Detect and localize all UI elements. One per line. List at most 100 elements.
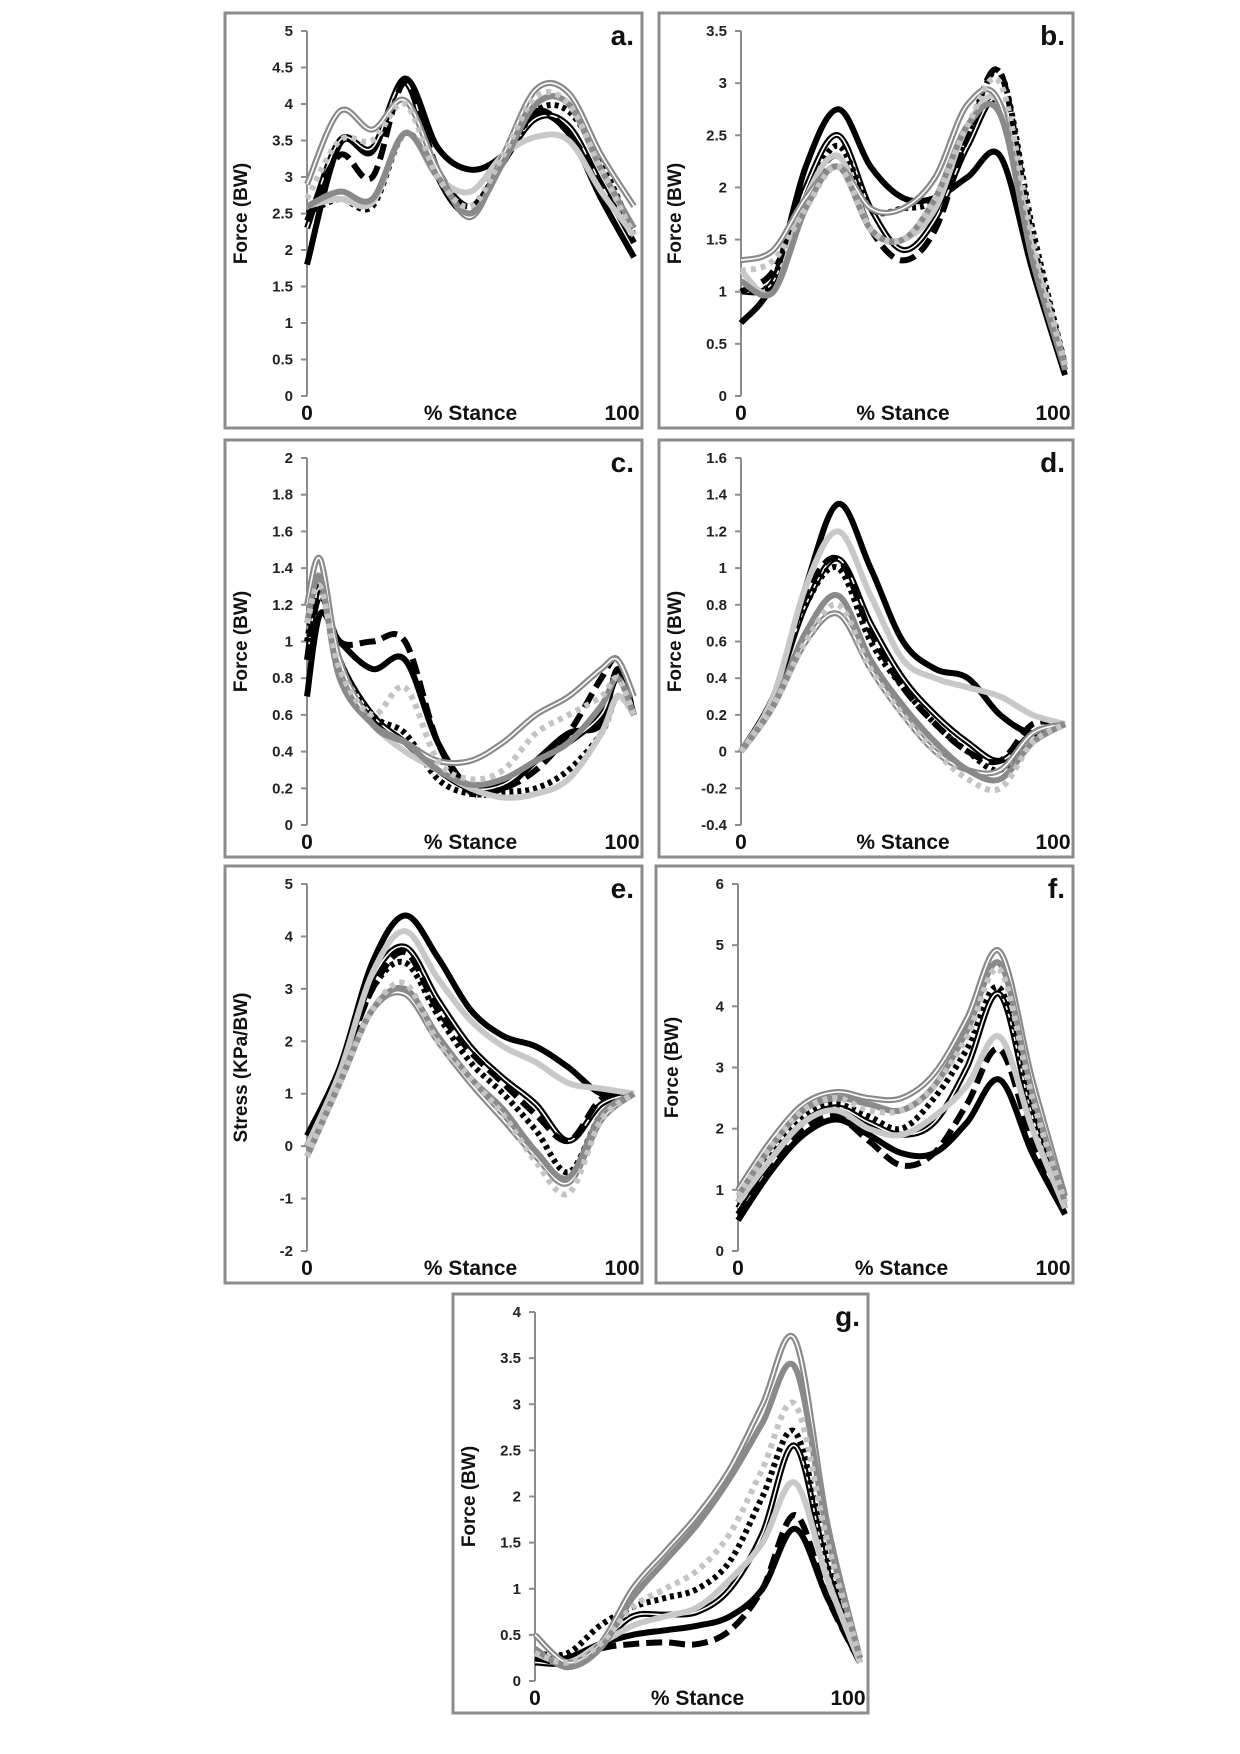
x-tick-label: 100 — [1035, 831, 1070, 854]
series-line-inner — [306, 557, 635, 764]
y-tick-label: 1 — [513, 1581, 521, 1598]
y-tick-label: -1 — [280, 1191, 293, 1208]
x-axis-label: % Stance — [856, 402, 949, 425]
x-axis-label: % Stance — [424, 1257, 517, 1280]
y-tick-label: 0 — [716, 1243, 724, 1260]
chart-panel-a: 0 0.5 1 1.5 2 2.5 3 3.5 4 4.5 5 0 100 % Stance Force (… — [223, 11, 644, 430]
y-tick-label: 2 — [285, 450, 293, 467]
y-tick-label: 0.5 — [500, 1627, 521, 1644]
y-tick-label: -0.2 — [701, 780, 727, 797]
y-tick-label: 4 — [513, 1304, 522, 1321]
series-line-light-gray-solid — [306, 130, 637, 238]
series-line-black-dashed — [735, 1045, 1068, 1216]
y-tick-label: -2 — [280, 1243, 293, 1260]
panel-frame — [223, 438, 644, 859]
y-tick-label: 2 — [285, 242, 293, 259]
y-tick-label: 0.5 — [272, 352, 293, 369]
y-tick-label: 0 — [513, 1673, 521, 1690]
y-tick-label: 1 — [285, 1086, 293, 1103]
x-tick-label: 0 — [301, 831, 313, 854]
y-tick-label: 2.5 — [500, 1442, 521, 1459]
y-tick-label: 1.4 — [272, 560, 294, 577]
x-axis-label: % Stance — [855, 1257, 948, 1280]
y-tick-label: 4 — [716, 998, 725, 1015]
series-line-light-gray-dotted — [304, 582, 637, 783]
y-tick-label: 3.5 — [706, 23, 727, 40]
y-tick-label: 2.5 — [272, 206, 293, 223]
y-tick-label: 2 — [716, 1121, 724, 1138]
y-tick-label: 1 — [285, 634, 293, 651]
x-tick-label: 0 — [735, 831, 747, 854]
panel-letter: c. — [611, 447, 634, 478]
panel-letter: e. — [611, 873, 634, 904]
y-tick-label: 0.8 — [706, 597, 727, 614]
y-tick-label: 1.2 — [272, 597, 293, 614]
panel-frame — [223, 864, 644, 1285]
y-tick-label: -0.4 — [701, 817, 728, 834]
chart-panel-c: 0 0.2 0.4 0.6 0.8 1 1.2 1.4 1.6 1.8 2 0 100 % Stance F… — [223, 438, 644, 859]
y-axis-label: Force (BW) — [459, 1446, 480, 1547]
y-tick-label: 1.6 — [272, 523, 293, 540]
y-tick-label: 4 — [285, 96, 294, 113]
x-tick-label: 0 — [301, 402, 313, 425]
panel-letter: f. — [1048, 873, 1065, 904]
y-axis-label: Force (BW) — [231, 163, 252, 264]
y-tick-label: 3 — [716, 1060, 724, 1077]
y-tick-label: 3.5 — [272, 133, 293, 150]
series-line-light-gray-solid — [738, 528, 1066, 754]
series-line-light-gray-dotted — [735, 965, 1068, 1204]
y-tick-label: 1 — [719, 560, 727, 577]
y-tick-label: 1.6 — [706, 450, 727, 467]
panel-letter: d. — [1040, 447, 1065, 478]
x-tick-label: 100 — [1035, 402, 1070, 425]
y-tick-label: 0.6 — [706, 634, 727, 651]
panel-letter: b. — [1040, 20, 1065, 51]
y-tick-label: 0 — [285, 1138, 293, 1155]
series-line-light-gray-solid — [735, 1033, 1068, 1210]
x-tick-label: 0 — [301, 1257, 313, 1280]
y-tick-label: 0.8 — [272, 670, 293, 687]
y-tick-label: 3.5 — [500, 1350, 521, 1367]
y-tick-label: 1.5 — [272, 279, 293, 296]
y-tick-label: 1.5 — [500, 1535, 521, 1552]
y-tick-label: 0 — [719, 388, 727, 405]
y-tick-label: 3 — [719, 75, 727, 92]
series-line-gray-solid — [533, 1360, 863, 1671]
y-tick-label: 5 — [285, 23, 293, 40]
y-tick-label: 3 — [285, 981, 293, 998]
series-line-light-gray-dotted — [534, 1399, 863, 1666]
series-line-light-gray-dotted — [304, 89, 637, 237]
y-tick-label: 3 — [513, 1396, 521, 1413]
y-tick-label: 2 — [285, 1033, 293, 1050]
y-tick-label: 4.5 — [272, 60, 293, 77]
y-tick-label: 1.4 — [706, 487, 728, 504]
x-axis-label: % Stance — [856, 831, 949, 854]
x-tick-label: 0 — [732, 1257, 744, 1280]
panel-frame — [223, 11, 644, 430]
y-tick-label: 3 — [285, 169, 293, 186]
y-axis-label: Force (BW) — [662, 1017, 683, 1118]
y-axis-label: Stress (KPa/BW) — [231, 993, 252, 1143]
panel-letter: a. — [611, 20, 634, 51]
y-tick-label: 0.4 — [272, 744, 294, 761]
series-line-black-solid — [738, 106, 1068, 376]
y-tick-label: 2 — [513, 1489, 521, 1506]
x-axis-label: % Stance — [424, 831, 517, 854]
x-tick-label: 0 — [529, 1687, 541, 1710]
x-tick-label: 100 — [604, 402, 639, 425]
x-tick-label: 100 — [1035, 1257, 1070, 1280]
y-tick-label: 0.2 — [272, 780, 293, 797]
y-tick-label: 0.4 — [706, 670, 728, 687]
x-tick-label: 100 — [830, 1687, 865, 1710]
y-tick-label: 1 — [285, 315, 293, 332]
chart-panel-f: 0 1 2 3 4 5 6 0 100 % Stance Force (BW) f. — [654, 864, 1075, 1285]
panel-letter: g. — [835, 1301, 860, 1332]
series-line-light-gray-dotted — [304, 979, 636, 1198]
y-axis-label: Force (BW) — [665, 591, 686, 692]
y-tick-label: 2 — [719, 179, 727, 196]
series-line-inner — [306, 82, 635, 218]
y-tick-label: 1.2 — [706, 523, 727, 540]
chart-panel-b: 0 0.5 1 1.5 2 2.5 3 3.5 0 100 % Stance Force (BW) b. — [657, 11, 1075, 430]
chart-panel-g: 0 0.5 1 1.5 2 2.5 3 3.5 4 0 100 % Stance Force (BW) g… — [451, 1292, 870, 1715]
